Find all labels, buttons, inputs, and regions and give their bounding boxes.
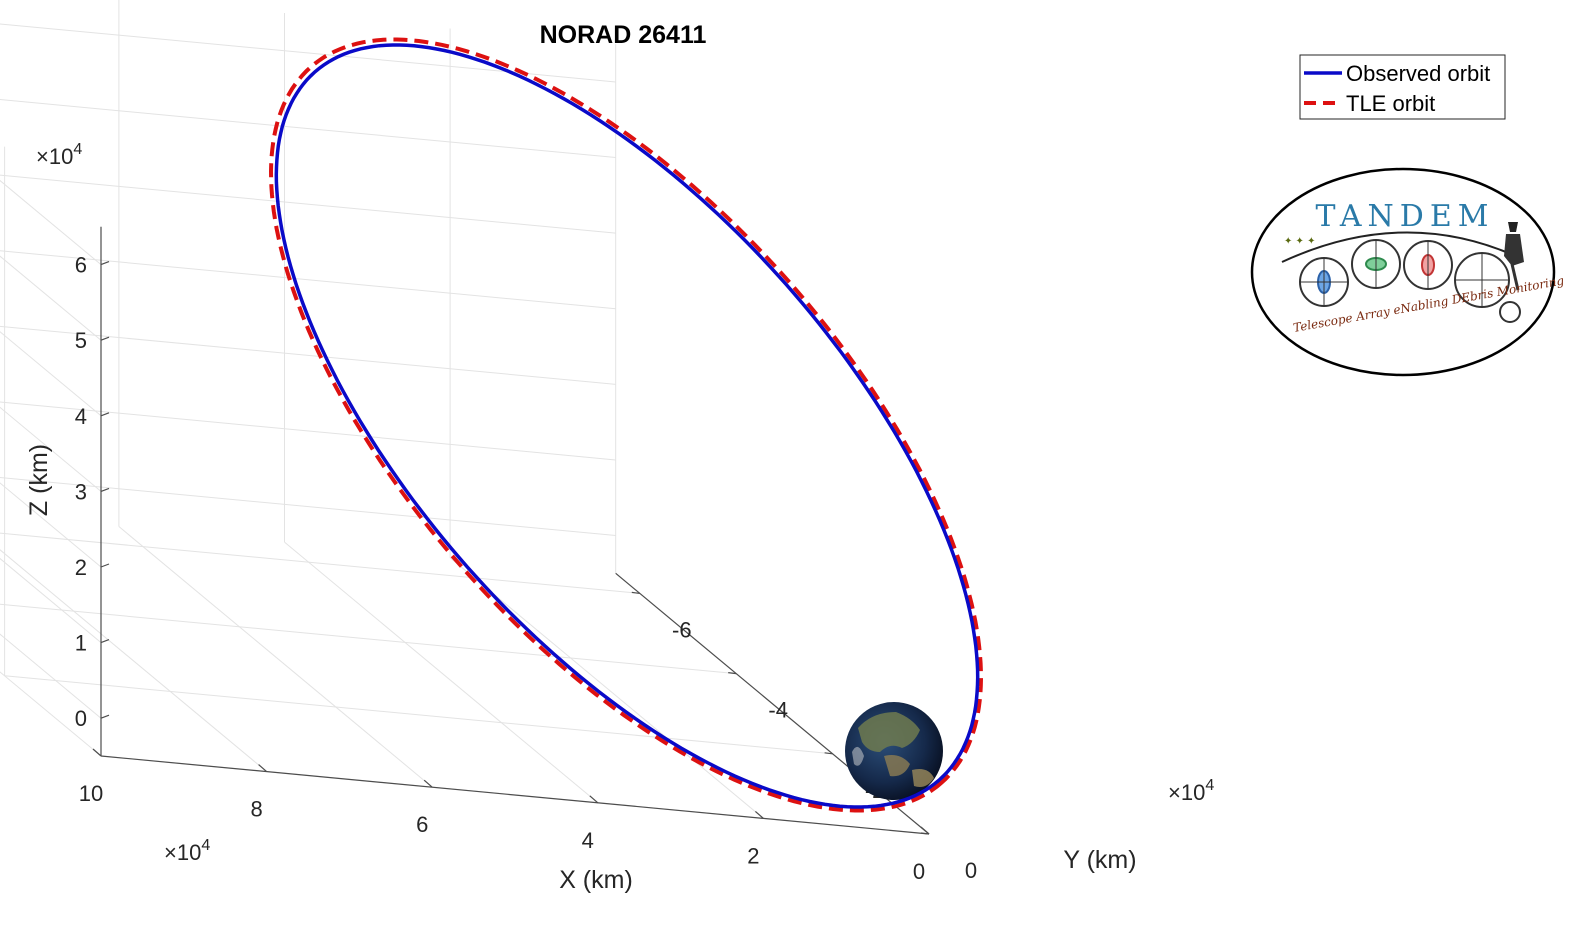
legend-observed-label: Observed orbit: [1346, 61, 1490, 86]
tle-orbit-line: [268, 37, 984, 813]
x-multiplier: ×104: [164, 837, 210, 865]
tandem-logo: TANDEM Telescope Array eNabling DEbris M…: [1250, 167, 1565, 377]
y-tick-label: 0: [965, 858, 977, 883]
z-axis-label: Z (km): [25, 444, 53, 516]
y-tick-label: -4: [768, 698, 788, 723]
z-tick-label: 0: [75, 706, 87, 731]
z-tick-label: 2: [75, 555, 87, 580]
x-tick-label: 2: [747, 843, 759, 868]
x-axis-label: X (km): [559, 866, 633, 894]
z-tick-label: 4: [75, 404, 87, 429]
x-tick-labels: 10 8 6 4 2 0: [79, 781, 925, 884]
legend-tle-label: TLE orbit: [1346, 91, 1435, 116]
svg-text:TANDEM: TANDEM: [1316, 199, 1495, 234]
y-tick-label: -6: [672, 617, 692, 642]
chart-title: NORAD 26411: [540, 21, 707, 49]
z-multiplier: ×104: [36, 141, 82, 169]
z-tick-label: 1: [75, 631, 87, 656]
svg-text:✦ ✦ ✦: ✦ ✦ ✦: [1284, 236, 1316, 247]
y-multiplier: ×104: [1168, 777, 1214, 805]
wheel-icon: [1299, 239, 1521, 323]
rider-icon: [1504, 222, 1524, 291]
earth-globe: [845, 702, 943, 800]
z-tick-labels: 0 1 2 3 4 5 6: [75, 253, 87, 732]
z-tick-label: 3: [75, 479, 87, 504]
x-tick-label: 0: [913, 859, 925, 884]
x-tick-label: 10: [79, 781, 103, 806]
legend[interactable]: Observed orbit TLE orbit: [1299, 54, 1506, 120]
observed-orbit-line: [274, 43, 980, 809]
z-tick-label: 6: [75, 253, 87, 278]
y-axis-label: Y (km): [1063, 846, 1136, 874]
x-tick-label: 8: [250, 797, 262, 822]
grid-lines: [0, 0, 930, 835]
axis-lines: [92, 226, 930, 835]
x-tick-label: 4: [582, 828, 594, 853]
x-tick-label: 6: [416, 812, 428, 837]
z-tick-label: 5: [75, 328, 87, 353]
